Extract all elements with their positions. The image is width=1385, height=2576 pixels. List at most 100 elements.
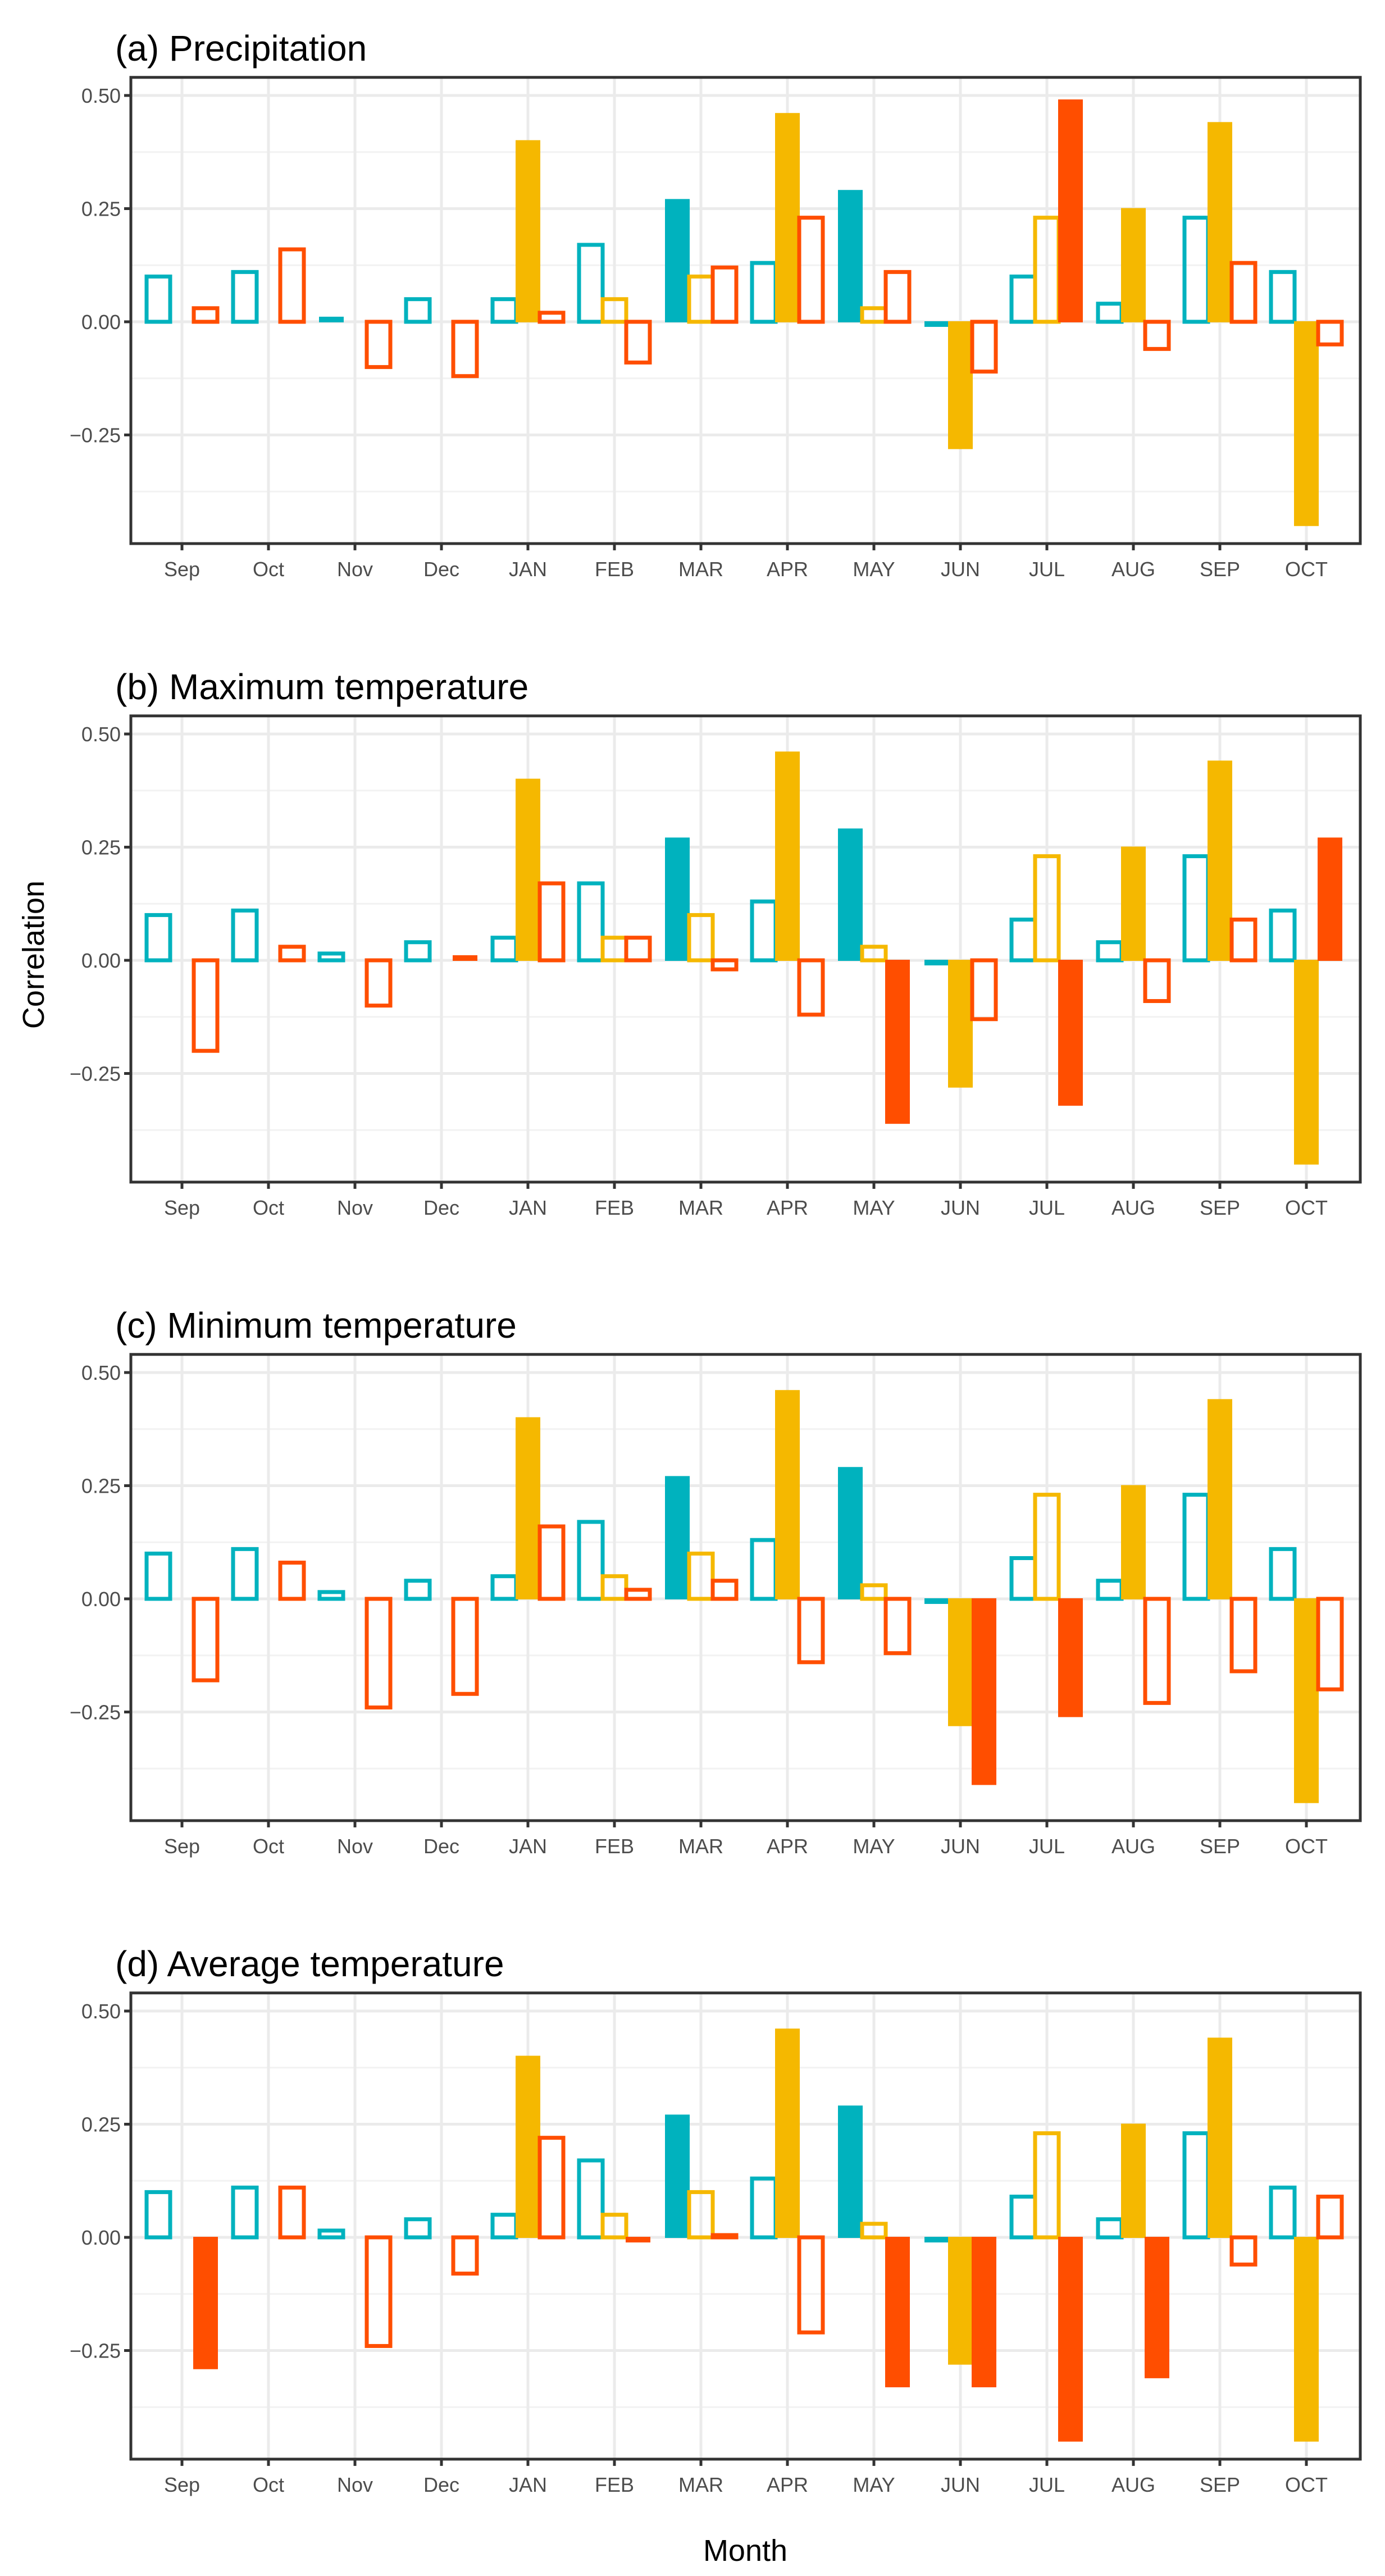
bar-red-jul <box>1058 2237 1083 2442</box>
bar-red-jan <box>537 2136 566 2240</box>
panel-3: 0.50 0.25 0.00 −0.25 Sep Oct Nov Dec JAN FEB MAR AP… <box>70 1944 1362 2496</box>
bar-red-apr <box>797 2235 825 2335</box>
x-tick-label: SEP <box>1200 558 1240 581</box>
x-tick-label: FEB <box>595 558 634 581</box>
x-tick-label: SEP <box>1200 1196 1240 1219</box>
bar-red-sep <box>192 306 220 324</box>
x-tick-label: APR <box>767 1835 808 1858</box>
y-tick-label: −0.25 <box>70 2340 121 2363</box>
bar-cyan-sep <box>144 913 172 963</box>
bar-yellow-aug <box>1121 208 1146 322</box>
y-tick-label: 0.50 <box>81 723 121 746</box>
bar-yellow-feb <box>600 297 628 324</box>
y-tick-label: 0.25 <box>81 2113 121 2136</box>
bar-red-jul <box>1058 960 1083 1106</box>
bar-cyan-nov <box>317 951 345 963</box>
bar-red-may <box>885 960 910 1124</box>
x-tick-label: MAY <box>853 1196 895 1219</box>
bar-red-mar <box>710 958 739 972</box>
x-tick-label: JUL <box>1029 1196 1065 1219</box>
panel-title: (d) Average temperature <box>115 1944 504 1984</box>
bar-red-aug <box>1143 320 1171 351</box>
bar-red-jun <box>972 2237 996 2387</box>
x-tick-label: SEP <box>1200 1835 1240 1858</box>
bar-red-jan <box>537 881 566 963</box>
bar-red-sep <box>1229 2235 1258 2267</box>
bar-cyan-sep <box>144 274 172 324</box>
y-tick-label: 0.25 <box>81 1475 121 1498</box>
bar-red-oct <box>1316 320 1344 346</box>
x-tick-label: OCT <box>1285 2473 1328 2496</box>
panel-0: 0.50 0.25 0.00 −0.25 Sep Oct Nov Dec JAN FEB MAR AP… <box>70 28 1362 581</box>
bar-yellow-jun <box>948 1598 973 1726</box>
bar-yellow-jun <box>948 321 973 449</box>
x-tick-label: MAR <box>678 2473 723 2496</box>
bar-yellow-jan <box>516 140 540 322</box>
panel-2: 0.50 0.25 0.00 −0.25 Sep Oct Nov Dec JAN FEB MAR AP… <box>70 1305 1362 1858</box>
bar-red-jun <box>970 958 998 1022</box>
bar-cyan-jun <box>924 960 949 966</box>
bar-red-jul <box>1058 1598 1083 1717</box>
bar-red-may <box>885 2237 910 2387</box>
x-tick-label: Dec <box>423 558 459 581</box>
bar-red-may <box>883 1597 912 1656</box>
bar-yellow-apr <box>775 2028 800 2238</box>
bar-yellow-sep <box>1208 2037 1232 2238</box>
plot-background <box>131 77 1360 544</box>
bar-red-sep <box>192 958 220 1053</box>
bar-cyan-mar <box>665 837 690 961</box>
x-tick-label: JUL <box>1029 2473 1065 2496</box>
bar-cyan-may <box>838 828 863 961</box>
bar-red-sep <box>193 2237 218 2369</box>
bar-cyan-sep <box>144 1551 172 1601</box>
bar-red-jan <box>537 311 566 324</box>
bar-red-dec <box>451 1597 479 1696</box>
bar-cyan-feb <box>577 2158 605 2240</box>
panel-title: (a) Precipitation <box>115 28 367 69</box>
bar-yellow-aug <box>1121 846 1146 961</box>
bar-yellow-apr <box>775 1390 800 1599</box>
bar-red-oct <box>1316 1597 1344 1692</box>
bar-cyan-may <box>838 190 863 323</box>
y-tick-label: 0.00 <box>81 949 121 972</box>
x-tick-label: Nov <box>337 558 373 581</box>
x-tick-label: JAN <box>509 1835 547 1858</box>
bar-yellow-jun <box>948 960 973 1088</box>
bar-cyan-nov <box>319 316 344 323</box>
bar-red-feb <box>624 936 652 963</box>
x-tick-label: JAN <box>509 2473 547 2496</box>
bar-cyan-feb <box>577 243 605 324</box>
bar-red-apr <box>797 216 825 324</box>
bar-yellow-feb <box>600 2213 628 2240</box>
bar-yellow-feb <box>600 1574 628 1601</box>
x-tick-label: JAN <box>509 1196 547 1219</box>
bar-cyan-mar <box>665 1476 690 1599</box>
bar-red-nov <box>365 2235 393 2348</box>
bar-cyan-dec <box>404 1579 432 1601</box>
bar-yellow-sep <box>1208 760 1232 961</box>
y-tick-label: 0.00 <box>81 1588 121 1611</box>
x-tick-label: JUL <box>1029 1835 1065 1858</box>
bar-red-jul <box>1058 99 1083 322</box>
bar-red-feb <box>624 1588 652 1601</box>
x-tick-label: AUG <box>1111 2473 1155 2496</box>
bar-cyan-oct <box>231 1547 259 1601</box>
x-tick-label: JUN <box>941 2473 980 2496</box>
bar-yellow-mar <box>687 2190 715 2240</box>
x-tick-label: SEP <box>1200 2473 1240 2496</box>
bar-yellow-sep <box>1208 122 1232 323</box>
bar-cyan-oct <box>1269 270 1297 324</box>
bar-red-feb <box>626 2237 650 2243</box>
x-tick-label: JAN <box>509 558 547 581</box>
bar-yellow-aug <box>1121 1485 1146 1599</box>
x-tick-label: Oct <box>253 558 284 581</box>
bar-cyan-dec <box>404 2217 432 2240</box>
bar-cyan-sep <box>144 2190 172 2240</box>
x-tick-label: MAY <box>853 1835 895 1858</box>
bar-yellow-jan <box>516 778 540 961</box>
x-tick-label: JUN <box>941 558 980 581</box>
bar-red-oct <box>1316 2194 1344 2240</box>
bar-red-dec <box>451 320 479 379</box>
y-tick-label: 0.00 <box>81 311 121 334</box>
x-tick-label: Dec <box>423 1196 459 1219</box>
